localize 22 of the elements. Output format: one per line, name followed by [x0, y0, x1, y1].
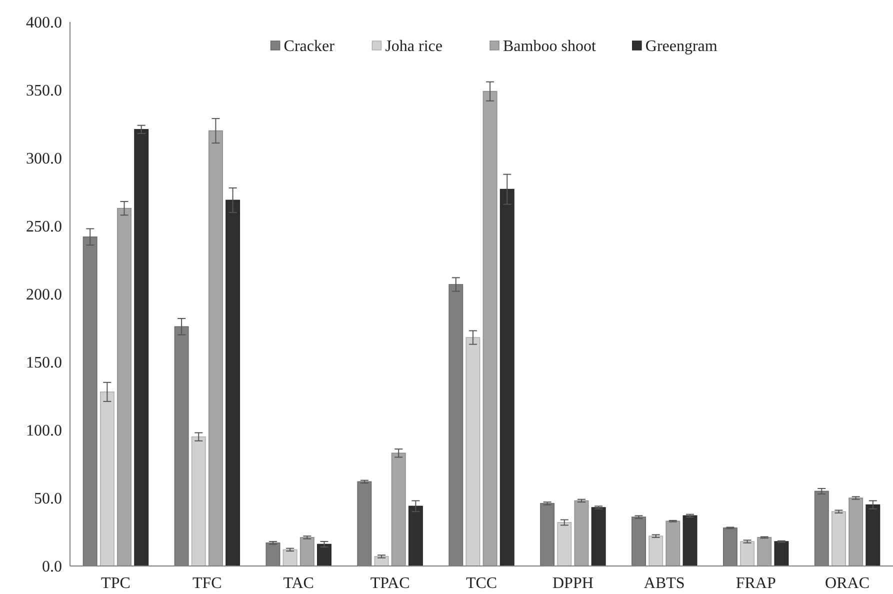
y-tick-label: 250.0 [26, 218, 62, 236]
y-tick-label: 400.0 [26, 14, 62, 32]
y-tick-label: 300.0 [26, 150, 62, 168]
y-tick-label: 350.0 [26, 82, 62, 100]
y-tick-label: 200.0 [26, 286, 62, 304]
x-tick-label: TPAC [370, 575, 410, 592]
x-tick-label: TPC [101, 575, 130, 592]
x-tick-label: ORAC [825, 575, 870, 592]
x-tick-label: ABTS [644, 575, 685, 592]
legend-label: Bamboo shoot [503, 38, 596, 55]
y-tick-label: 50.0 [34, 490, 62, 508]
legend-label: Cracker [284, 38, 336, 55]
x-tick-label: TCC [466, 575, 498, 592]
y-tick-label: 100.0 [26, 422, 62, 440]
legend-label: Greengram [645, 38, 718, 55]
y-tick-label: 150.0 [26, 354, 62, 372]
legend-label: Joha rice [385, 38, 443, 55]
x-tick-label: DPPH [552, 575, 594, 592]
x-tick-label: FRAP [736, 575, 776, 592]
x-tick-label: TFC [192, 575, 222, 592]
y-tick-label: 0.0 [42, 558, 62, 576]
x-tick-label: TAC [283, 575, 314, 592]
